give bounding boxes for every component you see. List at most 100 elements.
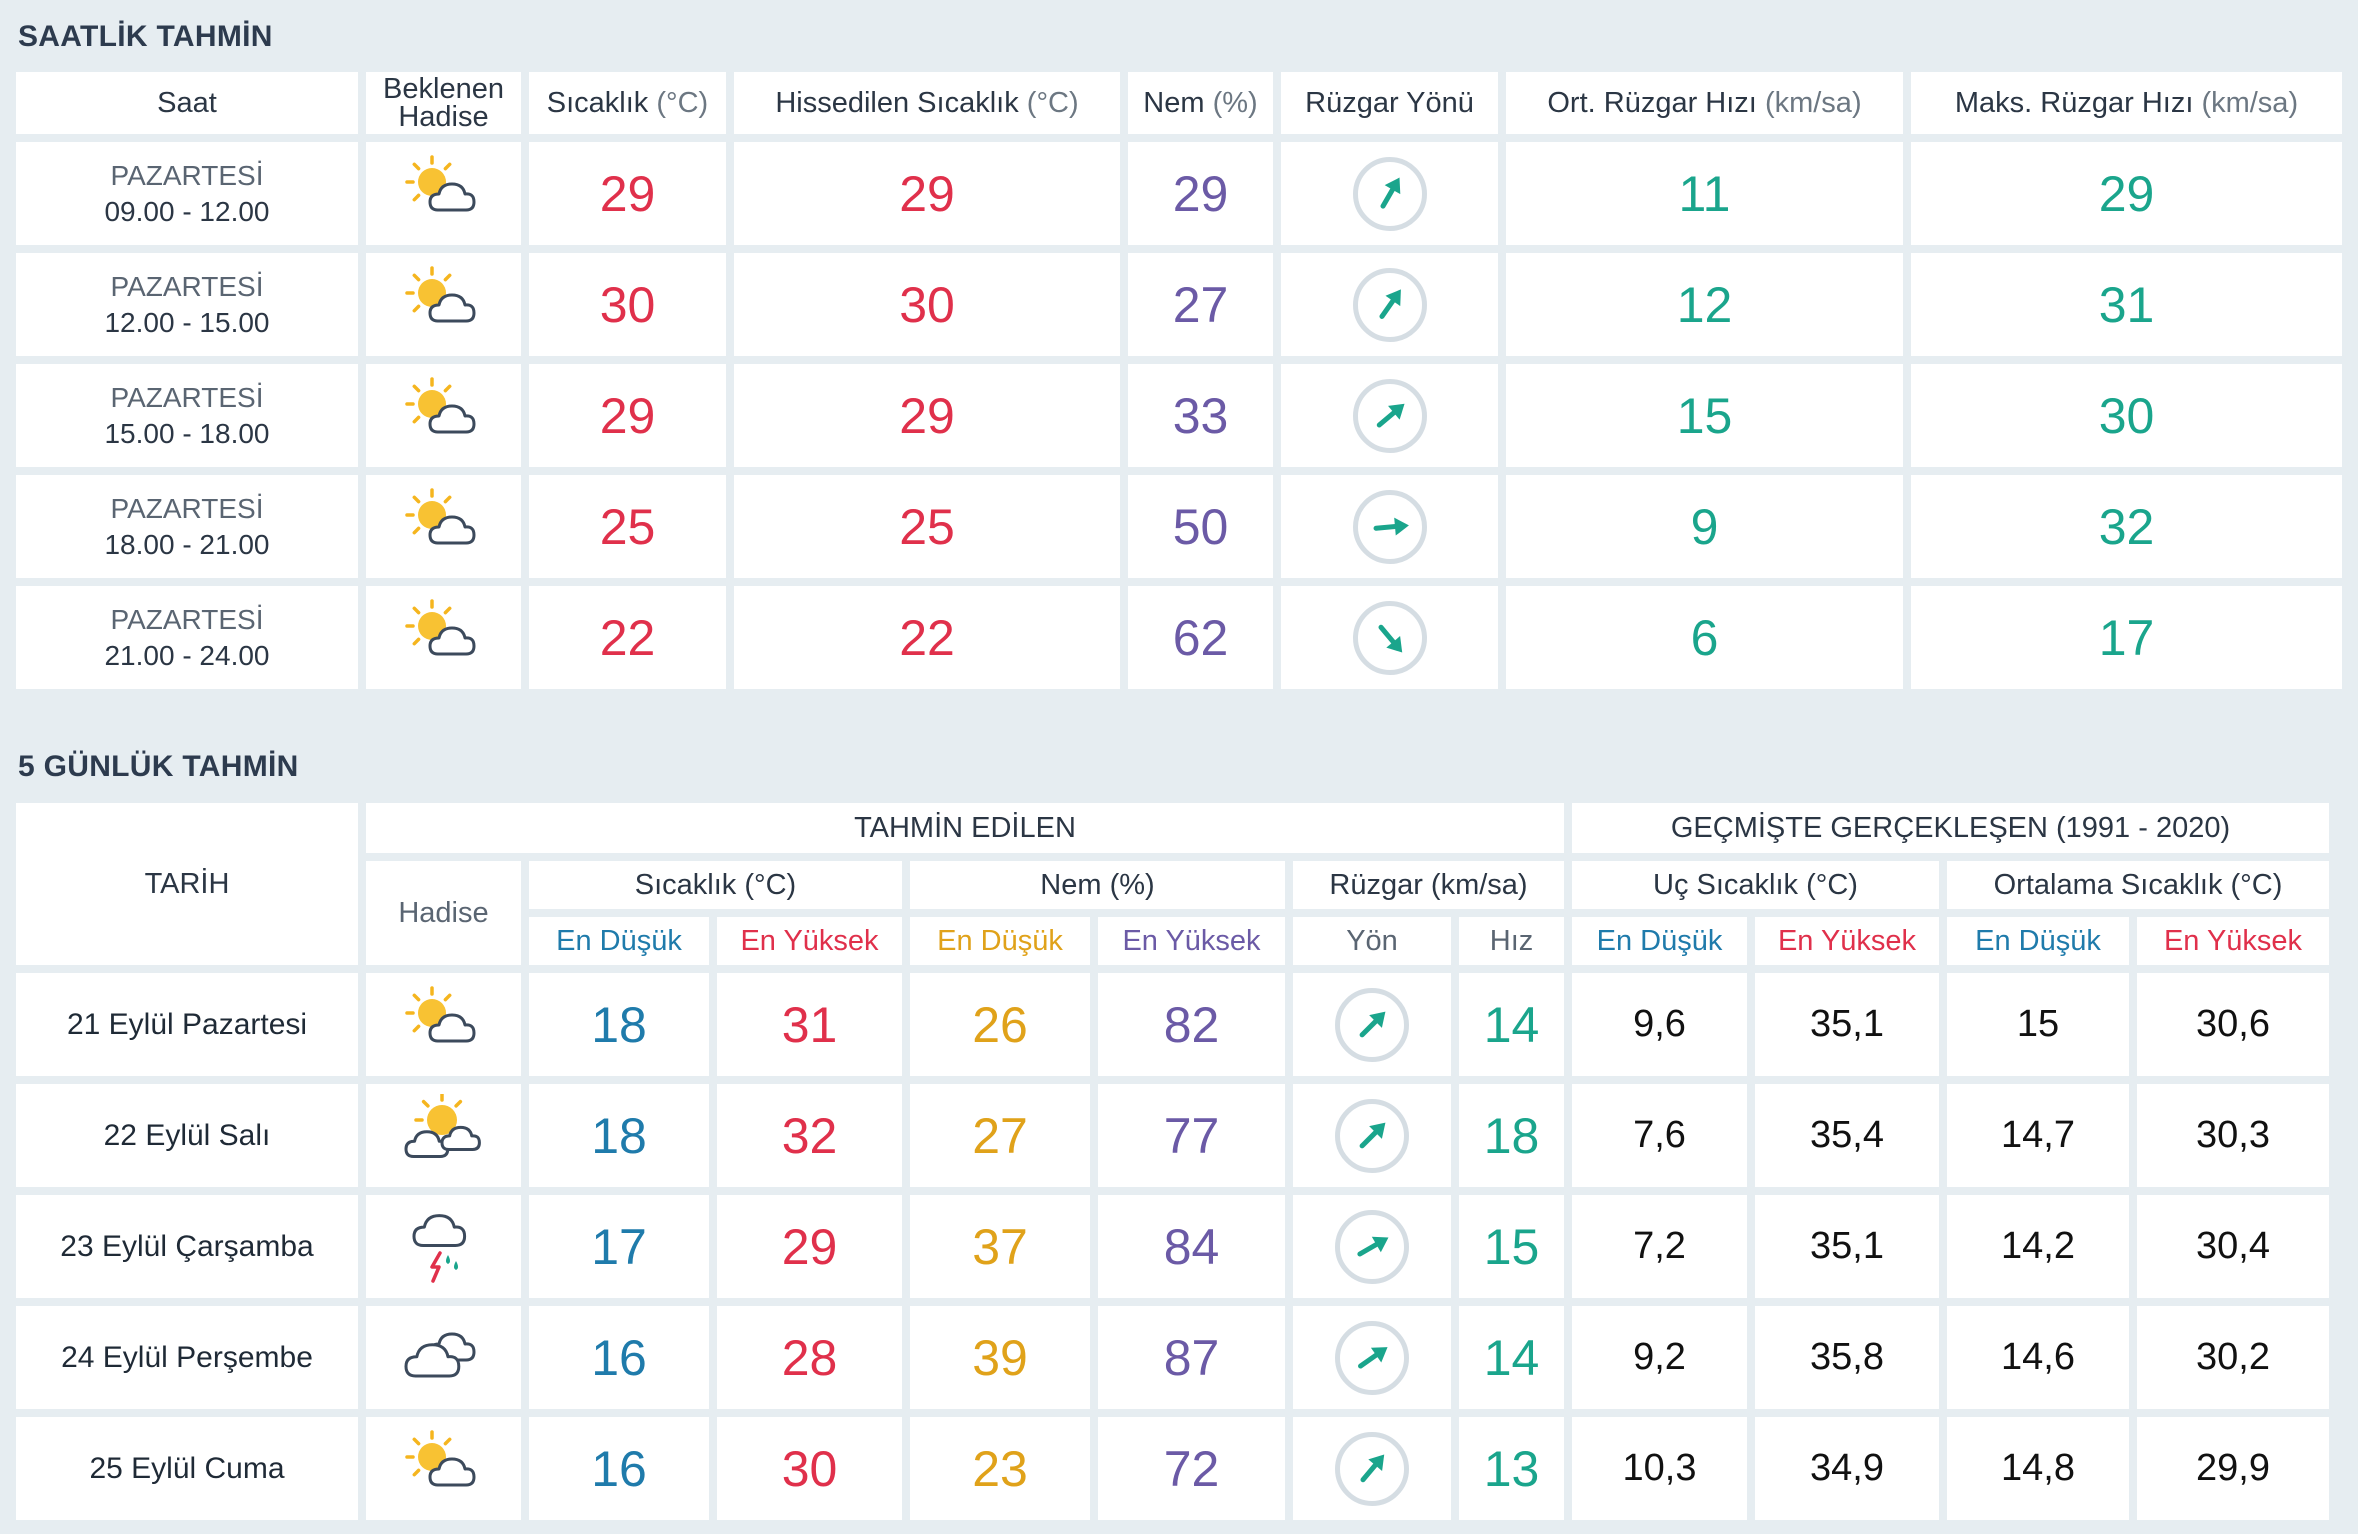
daily-minmax-header-row: En Düşük En Yüksek En Düşük En Yüksek Yö… bbox=[16, 917, 2329, 965]
temp-min-value: 18 bbox=[529, 973, 709, 1076]
weather-event-cell bbox=[366, 1195, 521, 1298]
header-humidity-unit: (%) bbox=[1212, 86, 1258, 119]
partly-cloudy-icon bbox=[404, 1429, 475, 1486]
temp-value: 30 bbox=[529, 253, 726, 356]
hourly-row: PAZARTESİ 21.00 - 24.00 22 22 62 6 17 bbox=[16, 586, 2342, 689]
header-hum-min: En Düşük bbox=[910, 917, 1090, 965]
header-wind-max: Maks. Rüzgar Hızı (km/sa) bbox=[1911, 72, 2342, 134]
hum-min-value: 27 bbox=[910, 1084, 1090, 1187]
daily-sub-header-row: Hadise Sıcaklık (°C) Nem (%) Rüzgar (km/… bbox=[16, 861, 2329, 965]
wind-direction-indicator bbox=[1335, 1320, 1409, 1395]
wind-direction-cell bbox=[1293, 1417, 1451, 1520]
wind-arrow-icon bbox=[1376, 403, 1405, 427]
wind-arrow-icon bbox=[1378, 288, 1401, 319]
hum-max-value: 87 bbox=[1098, 1306, 1285, 1409]
date-value: 24 Eylül Perşembe bbox=[16, 1306, 358, 1409]
hourly-row: PAZARTESİ 18.00 - 21.00 25 25 50 9 32 bbox=[16, 475, 2342, 578]
time-day: PAZARTESİ bbox=[110, 270, 264, 302]
hum-max-value: 82 bbox=[1098, 973, 1285, 1076]
header-wind-avg-label: Ort. Rüzgar Hızı bbox=[1547, 86, 1757, 119]
time-day: PAZARTESİ bbox=[110, 603, 264, 635]
feels-value: 25 bbox=[734, 475, 1120, 578]
temp-max-value: 32 bbox=[717, 1084, 902, 1187]
wind-speed-value: 15 bbox=[1459, 1195, 1564, 1298]
wind-direction-indicator bbox=[1335, 1431, 1409, 1506]
avg-max-value: 30,3 bbox=[2137, 1084, 2329, 1187]
avg-min-value: 14,2 bbox=[1947, 1195, 2129, 1298]
ext-min-value: 9,6 bbox=[1572, 973, 1747, 1076]
time-cell: PAZARTESİ 15.00 - 18.00 bbox=[16, 364, 358, 467]
hourly-row: PAZARTESİ 12.00 - 15.00 30 30 27 12 31 bbox=[16, 253, 2342, 356]
partly-cloudy-icon bbox=[404, 598, 475, 655]
avg-min-value: 14,7 bbox=[1947, 1084, 2129, 1187]
weather-event-cell bbox=[366, 475, 521, 578]
partly-cloudy-icon bbox=[404, 487, 475, 544]
wind-direction-indicator bbox=[1352, 378, 1427, 453]
time-range: 12.00 - 15.00 bbox=[104, 306, 270, 338]
avg-min-value: 14,8 bbox=[1947, 1417, 2129, 1520]
header-feels-label: Hissedilen Sıcaklık bbox=[775, 86, 1019, 119]
hum-min-value: 37 bbox=[910, 1195, 1090, 1298]
hourly-forecast-table: Saat Beklenen Hadise Sıcaklık (°C) Hisse… bbox=[8, 64, 2350, 697]
feels-value: 29 bbox=[734, 364, 1120, 467]
header-feels-unit: (°C) bbox=[1026, 86, 1079, 119]
wind-direction-indicator bbox=[1352, 489, 1427, 564]
ext-max-value: 34,9 bbox=[1755, 1417, 1939, 1520]
feels-value: 30 bbox=[734, 253, 1120, 356]
wind-arrow-icon bbox=[1378, 624, 1402, 653]
header-wind-avg-unit: (km/sa) bbox=[1764, 86, 1862, 119]
wind-arrow-icon bbox=[1360, 1453, 1385, 1482]
avg-max-value: 30,4 bbox=[2137, 1195, 2329, 1298]
hum-min-value: 23 bbox=[910, 1417, 1090, 1520]
ext-min-value: 9,2 bbox=[1572, 1306, 1747, 1409]
hourly-section-title: SAATLİK TAHMİN bbox=[18, 20, 273, 53]
temp-min-value: 17 bbox=[529, 1195, 709, 1298]
weather-event-cell bbox=[366, 253, 521, 356]
ext-max-value: 35,1 bbox=[1755, 973, 1939, 1076]
wind-avg-value: 6 bbox=[1506, 586, 1903, 689]
header-wind-avg: Ort. Rüzgar Hızı (km/sa) bbox=[1506, 72, 1903, 134]
header-temp-label: Sıcaklık bbox=[546, 86, 649, 119]
header-wind-dir: Yön bbox=[1293, 917, 1451, 965]
wind-max-value: 29 bbox=[1911, 142, 2342, 245]
hum-max-value: 77 bbox=[1098, 1084, 1285, 1187]
daily-row: 22 Eylül Salı 18 32 27 77 18 7,6 35,4 14,7 30,3 bbox=[16, 1084, 2329, 1187]
weather-event-cell bbox=[366, 1306, 521, 1409]
date-value: 25 Eylül Cuma bbox=[16, 1417, 358, 1520]
humidity-value: 29 bbox=[1128, 142, 1273, 245]
daily-group-header-row: TARİH TAHMİN EDİLEN GEÇMİŞTE GERÇEKLEŞEN… bbox=[16, 803, 2329, 965]
wind-arrow-icon bbox=[1359, 1122, 1386, 1148]
weather-event-cell bbox=[366, 973, 521, 1076]
header-wind-max-label: Maks. Rüzgar Hızı bbox=[1954, 86, 2194, 119]
avg-max-value: 30,6 bbox=[2137, 973, 2329, 1076]
thunderstorm-icon bbox=[411, 1213, 466, 1283]
header-humidity: Nem (%) bbox=[910, 861, 1285, 909]
wind-direction-cell bbox=[1281, 475, 1498, 578]
time-range: 21.00 - 24.00 bbox=[104, 639, 270, 671]
header-history-group: GEÇMİŞTE GERÇEKLEŞEN (1991 - 2020) bbox=[1572, 803, 2329, 853]
weather-event-cell bbox=[366, 142, 521, 245]
wind-avg-value: 11 bbox=[1506, 142, 1903, 245]
daily-forecast-table: TARİH TAHMİN EDİLEN GEÇMİŞTE GERÇEKLEŞEN… bbox=[8, 795, 2337, 1528]
time-day: PAZARTESİ bbox=[110, 381, 264, 413]
hourly-row: PAZARTESİ 09.00 - 12.00 29 29 29 11 29 bbox=[16, 142, 2342, 245]
temp-value: 29 bbox=[529, 364, 726, 467]
humidity-value: 50 bbox=[1128, 475, 1273, 578]
ext-min-value: 10,3 bbox=[1572, 1417, 1747, 1520]
wind-max-value: 30 bbox=[1911, 364, 2342, 467]
header-ext-max: En Yüksek bbox=[1755, 917, 1939, 965]
header-avg-min: En Düşük bbox=[1947, 917, 2129, 965]
sun-clouds-icon bbox=[403, 1093, 481, 1158]
wind-speed-value: 18 bbox=[1459, 1084, 1564, 1187]
time-cell: PAZARTESİ 09.00 - 12.00 bbox=[16, 142, 358, 245]
header-temp-max: En Yüksek bbox=[717, 917, 902, 965]
wind-direction-cell bbox=[1293, 973, 1451, 1076]
header-event: Beklenen Hadise bbox=[366, 72, 521, 134]
humidity-value: 33 bbox=[1128, 364, 1273, 467]
header-wind-dir: Rüzgar Yönü bbox=[1281, 72, 1498, 134]
header-wind-speed: Hız bbox=[1459, 917, 1564, 965]
date-value: 23 Eylül Çarşamba bbox=[16, 1195, 358, 1298]
humidity-value: 27 bbox=[1128, 253, 1273, 356]
wind-direction-indicator bbox=[1352, 267, 1427, 342]
temp-value: 22 bbox=[529, 586, 726, 689]
